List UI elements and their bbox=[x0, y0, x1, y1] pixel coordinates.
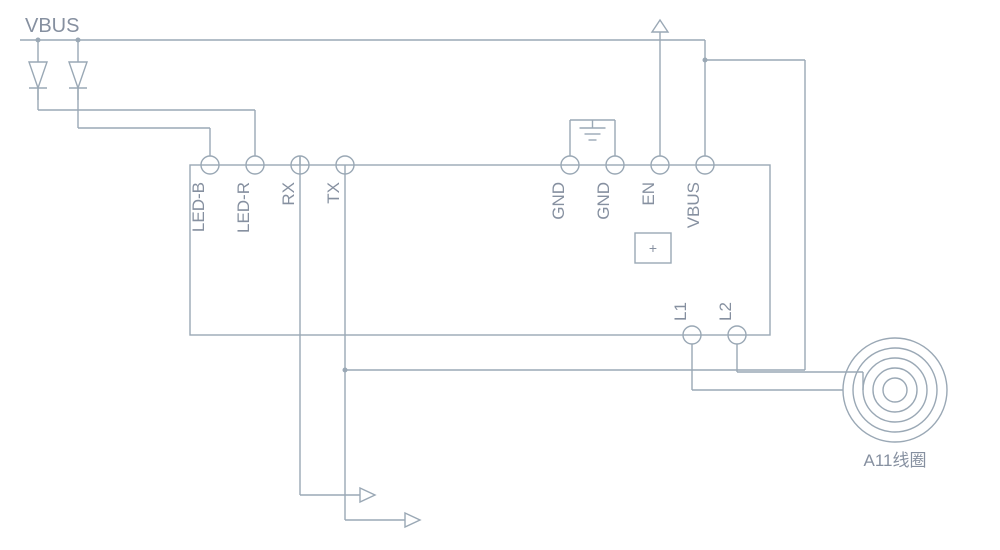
pin-VBUS-3: VBUS bbox=[684, 182, 703, 228]
pin-L2: L2 bbox=[716, 302, 735, 321]
pin-GND-1: GND bbox=[594, 182, 613, 220]
pin-EN-2: EN bbox=[639, 182, 658, 206]
schematic-canvas: + LED-B LED-R RX TX GND GND EN VBUS L1 L2 VBUS A11线圈 bbox=[0, 0, 1000, 550]
pin-GND-0: GND bbox=[549, 182, 568, 220]
pin-LED-B: LED-B bbox=[189, 182, 208, 232]
pin-TX: TX bbox=[324, 182, 343, 204]
coil-label: A11线圈 bbox=[864, 451, 927, 470]
pin-LED-R: LED-R bbox=[234, 182, 253, 233]
chip-marker: + bbox=[649, 240, 657, 256]
pin-L1: L1 bbox=[671, 302, 690, 321]
pin-RX: RX bbox=[279, 182, 298, 206]
vbus-title: VBUS bbox=[25, 15, 79, 37]
